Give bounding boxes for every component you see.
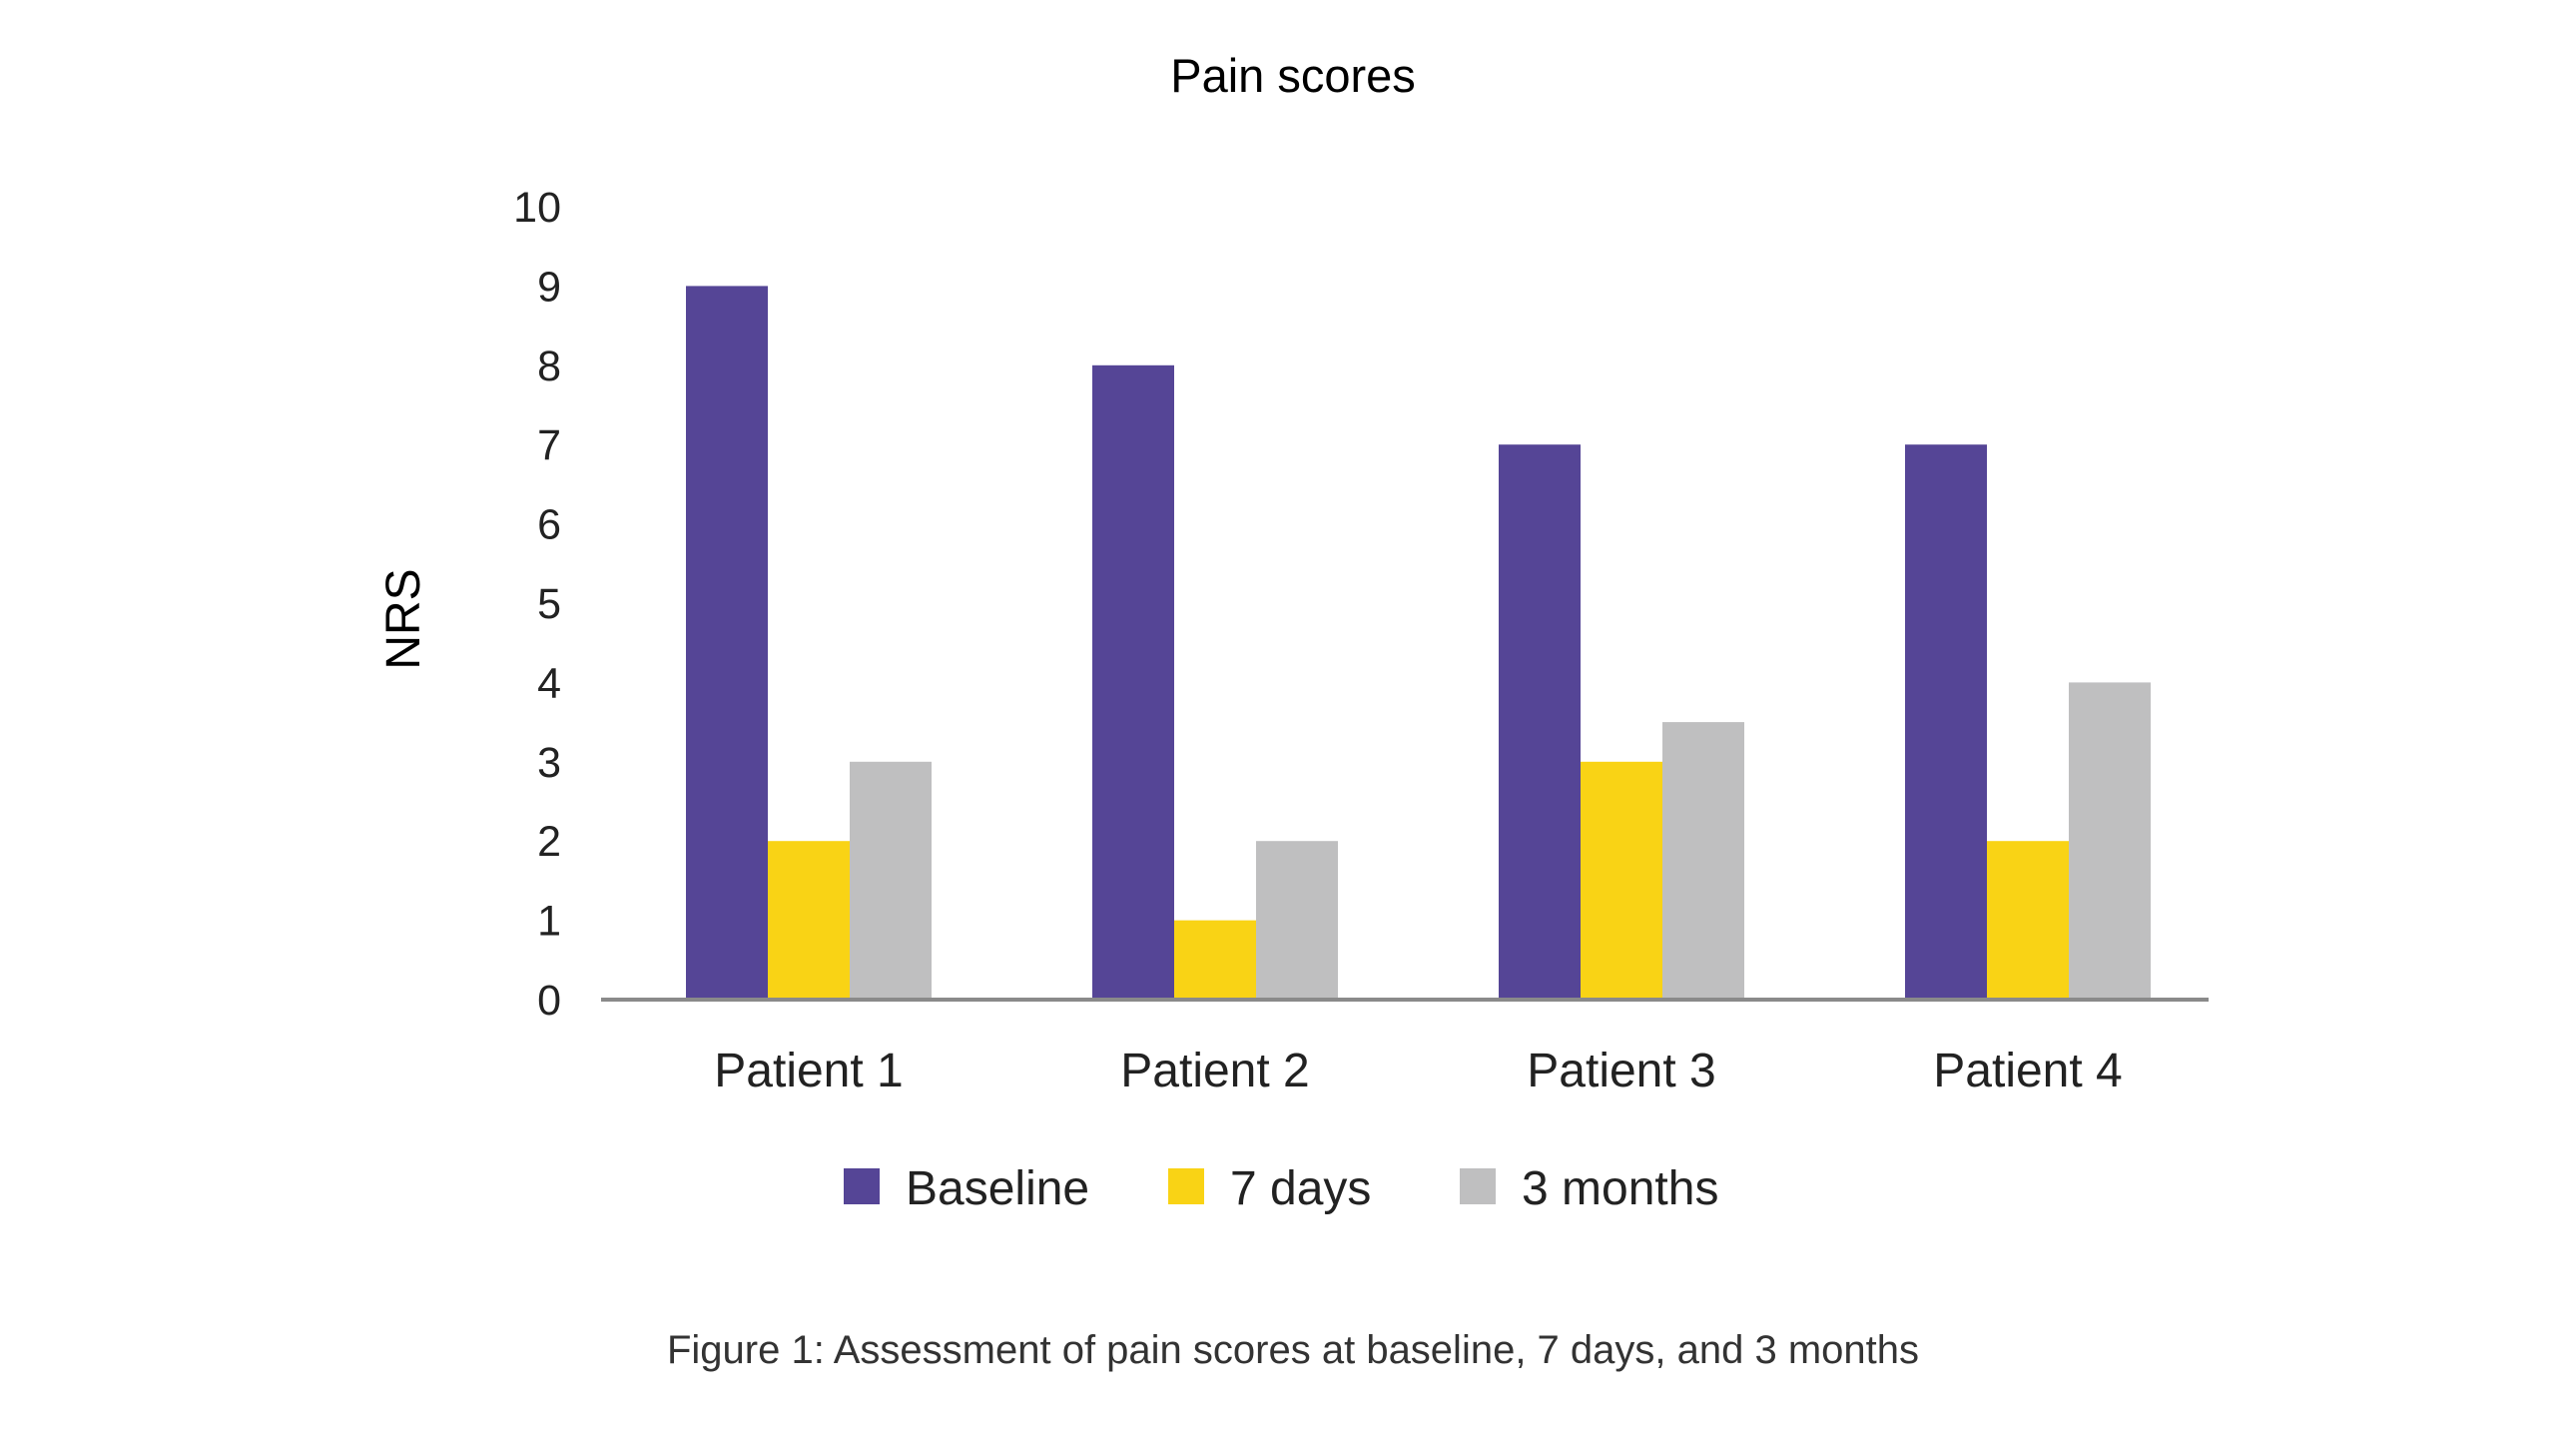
bar-3-months-3 (1662, 722, 1744, 1000)
bars (686, 286, 2151, 1000)
y-tick-label: 1 (537, 898, 561, 946)
bar-3-months-4 (2069, 682, 2151, 1000)
bar-baseline-1 (686, 286, 768, 1000)
y-axis-ticks: 0 1 2 3 4 5 6 7 8 9 10 (513, 184, 561, 1025)
legend-swatch (1460, 1168, 1496, 1204)
legend-label: 7 days (1230, 1162, 1371, 1215)
bar-7-days-3 (1581, 761, 1662, 1000)
x-tick-label: Patient 4 (1933, 1045, 2122, 1097)
legend: Baseline 7 days 3 months (844, 1162, 1718, 1215)
y-tick-label: 3 (537, 739, 561, 787)
chart-title: Pain scores (1170, 49, 1416, 102)
y-tick-label: 6 (537, 501, 561, 549)
bar-7-days-1 (768, 841, 850, 1000)
legend-swatch (844, 1168, 880, 1204)
bar-baseline-4 (1905, 444, 1987, 1000)
bar-7-days-2 (1174, 920, 1256, 1000)
x-axis-labels: Patient 1 Patient 2 Patient 3 Patient 4 (714, 1045, 2122, 1097)
x-tick-label: Patient 3 (1527, 1045, 1715, 1097)
bar-baseline-3 (1499, 444, 1581, 1000)
figure-caption: Figure 1: Assessment of pain scores at b… (667, 1328, 1919, 1372)
x-tick-label: Patient 1 (714, 1045, 903, 1097)
y-axis-label: NRS (377, 568, 430, 669)
y-tick-label: 4 (537, 659, 561, 707)
y-tick-label: 7 (537, 421, 561, 469)
y-tick-label: 9 (537, 263, 561, 311)
bar-3-months-2 (1256, 841, 1338, 1000)
bar-7-days-4 (1987, 841, 2069, 1000)
bar-3-months-1 (850, 761, 932, 1000)
y-tick-label: 5 (537, 580, 561, 628)
y-tick-label: 2 (537, 818, 561, 866)
y-tick-label: 10 (513, 184, 561, 232)
x-tick-label: Patient 2 (1120, 1045, 1309, 1097)
legend-swatch (1168, 1168, 1204, 1204)
y-tick-label: 0 (537, 977, 561, 1025)
y-tick-label: 8 (537, 343, 561, 390)
bar-baseline-2 (1092, 364, 1174, 1000)
legend-label: 3 months (1522, 1162, 1718, 1215)
legend-label: Baseline (906, 1162, 1089, 1215)
